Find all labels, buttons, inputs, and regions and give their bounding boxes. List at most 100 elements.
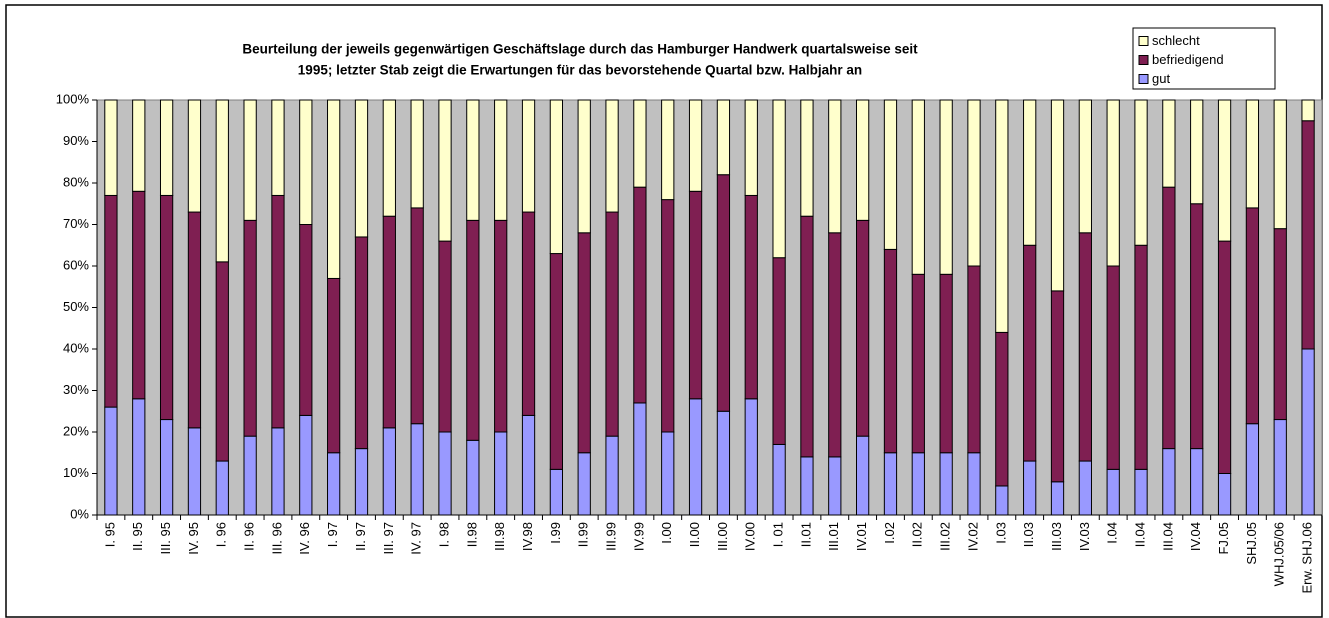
bar-segment bbox=[605, 99, 619, 213]
x-tick-label: IV.02 bbox=[965, 522, 980, 551]
bar-segment bbox=[104, 194, 118, 408]
bar-segment bbox=[1217, 473, 1232, 516]
x-tick-label: IV.01 bbox=[854, 522, 869, 551]
bar-segment bbox=[271, 427, 285, 516]
x-tick-label: III.02 bbox=[938, 522, 953, 551]
x-tick-label: III.01 bbox=[826, 522, 841, 551]
bar-segment bbox=[772, 257, 786, 445]
bar-segment bbox=[716, 410, 731, 516]
bar-segment bbox=[215, 261, 229, 462]
bar-segment bbox=[967, 265, 981, 454]
bar-segment bbox=[1134, 468, 1148, 516]
bar-segment bbox=[995, 99, 1009, 333]
bar-segment bbox=[939, 452, 953, 516]
bar-segment bbox=[521, 414, 536, 516]
legend-swatch bbox=[1138, 74, 1149, 84]
bar-segment bbox=[299, 414, 313, 516]
y-tick-label: 50% bbox=[63, 299, 89, 314]
x-tick-label: IV.03 bbox=[1077, 522, 1092, 551]
x-tick-label: III. 96 bbox=[269, 522, 284, 555]
bar-segment bbox=[1023, 460, 1037, 516]
bar-segment bbox=[466, 439, 480, 516]
bar-segment bbox=[382, 427, 396, 516]
y-tick-label: 10% bbox=[63, 465, 89, 480]
bar-segment bbox=[1050, 481, 1065, 516]
bar-segment bbox=[1217, 99, 1232, 242]
bar-segment bbox=[299, 99, 313, 225]
x-tick-label: III.03 bbox=[1049, 522, 1064, 551]
bar-segment bbox=[1134, 99, 1148, 246]
bar-segment bbox=[967, 452, 981, 516]
x-tick-label: I.03 bbox=[993, 522, 1008, 544]
bar-segment bbox=[577, 232, 591, 454]
y-tick-label: 100% bbox=[56, 91, 90, 106]
bar-segment bbox=[828, 456, 842, 516]
x-tick-label: I.02 bbox=[882, 522, 897, 544]
bar-segment bbox=[159, 194, 174, 421]
bar-segment bbox=[521, 211, 536, 416]
bar-segment bbox=[382, 99, 396, 217]
bar-segment bbox=[1023, 99, 1037, 246]
bar-segment bbox=[744, 99, 758, 196]
bar-segment bbox=[828, 99, 842, 234]
bar-segment bbox=[1162, 99, 1176, 188]
bar-segment bbox=[410, 99, 424, 209]
bar-segment bbox=[911, 452, 925, 516]
bar-segment bbox=[883, 99, 898, 250]
bar-segment bbox=[466, 219, 480, 441]
x-tick-label: Erw. SHJ.06 bbox=[1300, 522, 1315, 594]
bar-segment bbox=[549, 99, 563, 255]
bar-segment bbox=[967, 99, 981, 267]
bar-segment bbox=[1190, 448, 1204, 516]
bar-segment bbox=[1050, 99, 1065, 292]
x-tick-label: III.98 bbox=[492, 522, 507, 551]
x-tick-label: I. 95 bbox=[102, 522, 117, 547]
bar-segment bbox=[1050, 290, 1065, 483]
bar-segment bbox=[215, 460, 229, 516]
bar-segment bbox=[828, 232, 842, 458]
bar-segment bbox=[883, 452, 898, 516]
bar-segment bbox=[744, 194, 758, 400]
bar-segment bbox=[438, 431, 452, 516]
y-tick-label: 80% bbox=[63, 174, 89, 189]
bar-segment bbox=[132, 398, 146, 516]
bar-segment bbox=[382, 215, 396, 429]
bar-segment bbox=[995, 485, 1009, 516]
bar-segment bbox=[132, 99, 146, 192]
x-tick-label: II.98 bbox=[464, 522, 479, 547]
bar-segment bbox=[1190, 203, 1204, 450]
bar-segment bbox=[187, 211, 202, 429]
y-tick-label: 30% bbox=[63, 382, 89, 397]
bar-segment bbox=[1245, 207, 1260, 425]
x-tick-label: II. 96 bbox=[242, 522, 257, 551]
x-tick-label: II. 95 bbox=[130, 522, 145, 551]
x-tick-label: II.01 bbox=[798, 522, 813, 547]
legend-box bbox=[1132, 27, 1276, 90]
x-tick-label: I. 01 bbox=[771, 522, 786, 547]
x-tick-label: III.00 bbox=[715, 522, 730, 551]
legend-label: gut bbox=[1152, 71, 1170, 86]
bar-segment bbox=[104, 406, 118, 516]
bar-segment bbox=[299, 224, 313, 416]
bar-segment bbox=[605, 435, 619, 516]
bar-segment bbox=[215, 99, 229, 263]
y-tick-label: 70% bbox=[63, 216, 89, 231]
bar-segment bbox=[438, 240, 452, 433]
bar-segment bbox=[633, 402, 647, 516]
bar-segment bbox=[521, 99, 536, 213]
bar-segment bbox=[800, 215, 814, 458]
bar-segment bbox=[661, 99, 675, 201]
x-tick-label: WHJ.05/06 bbox=[1272, 522, 1287, 586]
bar-segment bbox=[800, 456, 814, 516]
bar-segment bbox=[410, 207, 424, 425]
bar-segment bbox=[466, 99, 480, 221]
bar-segment bbox=[1245, 423, 1260, 516]
x-tick-label: IV.98 bbox=[520, 522, 535, 551]
bar-segment bbox=[1078, 232, 1092, 462]
x-tick-label: IV.00 bbox=[743, 522, 758, 551]
bar-segment bbox=[1162, 448, 1176, 516]
bar-segment bbox=[744, 398, 758, 516]
bar-segment bbox=[1106, 265, 1120, 470]
bar-segment bbox=[549, 253, 563, 470]
